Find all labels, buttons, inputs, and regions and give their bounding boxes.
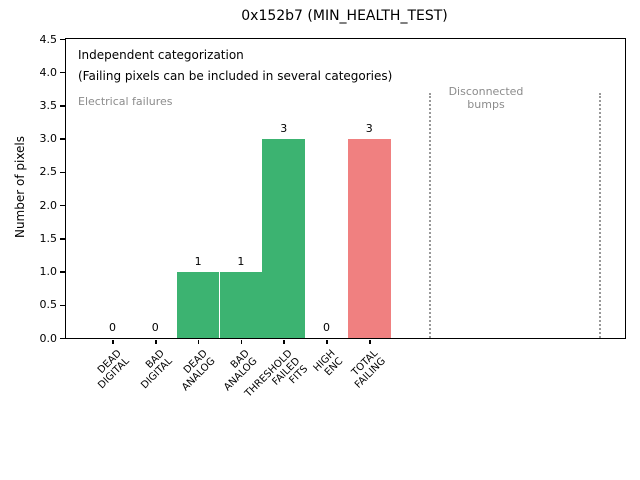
- bar-bad-analog: [219, 271, 263, 338]
- y-tick-label: 0.0: [39, 331, 58, 345]
- x-tick-label-high-enc: HIGH ENC: [311, 347, 346, 378]
- bar-dead-analog: [176, 271, 220, 338]
- x-tick-label-dead-analog: DEAD ANALOG: [179, 347, 218, 393]
- x-tick-threshold-failed-fits: [283, 340, 285, 344]
- bar-value-label-dead-digital: 0: [109, 321, 116, 334]
- bar-value-label-dead-analog: 1: [194, 254, 202, 268]
- x-tick-bad-analog: [240, 340, 243, 344]
- x-tick-total-failing: [369, 340, 371, 344]
- x-tick-label-bad-analog: BAD ANALOG: [222, 347, 260, 393]
- x-tick-dead-digital: [112, 340, 114, 344]
- bar-value-label-bad-digital: 0: [151, 321, 159, 334]
- bar-value-label-total-failing: 3: [365, 121, 373, 135]
- y-axis-label: Number of pixels: [13, 135, 27, 239]
- disconnected-region-right-dotted-line: [599, 93, 601, 338]
- annotation-disconnected-bumps: Disconnected bumps: [448, 85, 524, 111]
- bar-total-failing: [347, 138, 391, 338]
- bar-value-label-threshold-failed-fits: 3: [280, 121, 288, 135]
- x-tick-bad-digital: [155, 340, 157, 344]
- x-tick-label-threshold-failed-fits: THRESHOLD FAILED FITS: [243, 347, 311, 400]
- x-tick-label-dead-digital: DEAD DIGITAL: [95, 347, 132, 391]
- annotation-independent-categorization: Independent categorization: [78, 48, 244, 62]
- annotation-independent-categorization-note: (Failing pixels can be included in sever…: [78, 69, 393, 83]
- y-tick-label: 1.5: [39, 231, 58, 245]
- y-tick-label: 3.5: [39, 98, 58, 112]
- y-tick-label: 2.0: [39, 198, 58, 212]
- annotation-electrical-failures: Electrical failures: [78, 95, 173, 108]
- x-tick-dead-analog: [197, 340, 200, 344]
- y-tick-label: 4.0: [39, 65, 58, 79]
- y-tick-label: 1.0: [39, 265, 58, 279]
- bar-threshold-failed-fits: [262, 138, 306, 338]
- y-tick-label: 0.5: [39, 298, 58, 312]
- bar-value-label-high-enc: 0: [323, 321, 330, 334]
- x-tick-high-enc: [326, 340, 328, 344]
- disconnected-region-left-dotted-line: [429, 93, 431, 338]
- y-tick-label: 2.5: [39, 165, 58, 179]
- x-tick-label-total-failing: TOTAL FAILING: [350, 347, 389, 391]
- y-tick-label: 4.5: [39, 32, 58, 46]
- chart-title: 0x152b7 (MIN_HEALTH_TEST): [241, 8, 448, 24]
- plot-area: Independent categorization (Failing pixe…: [65, 38, 626, 339]
- bar-value-label-bad-analog: 1: [237, 254, 245, 268]
- x-tick-label-bad-digital: BAD DIGITAL: [138, 347, 175, 391]
- y-tick-label: 3.0: [39, 132, 58, 146]
